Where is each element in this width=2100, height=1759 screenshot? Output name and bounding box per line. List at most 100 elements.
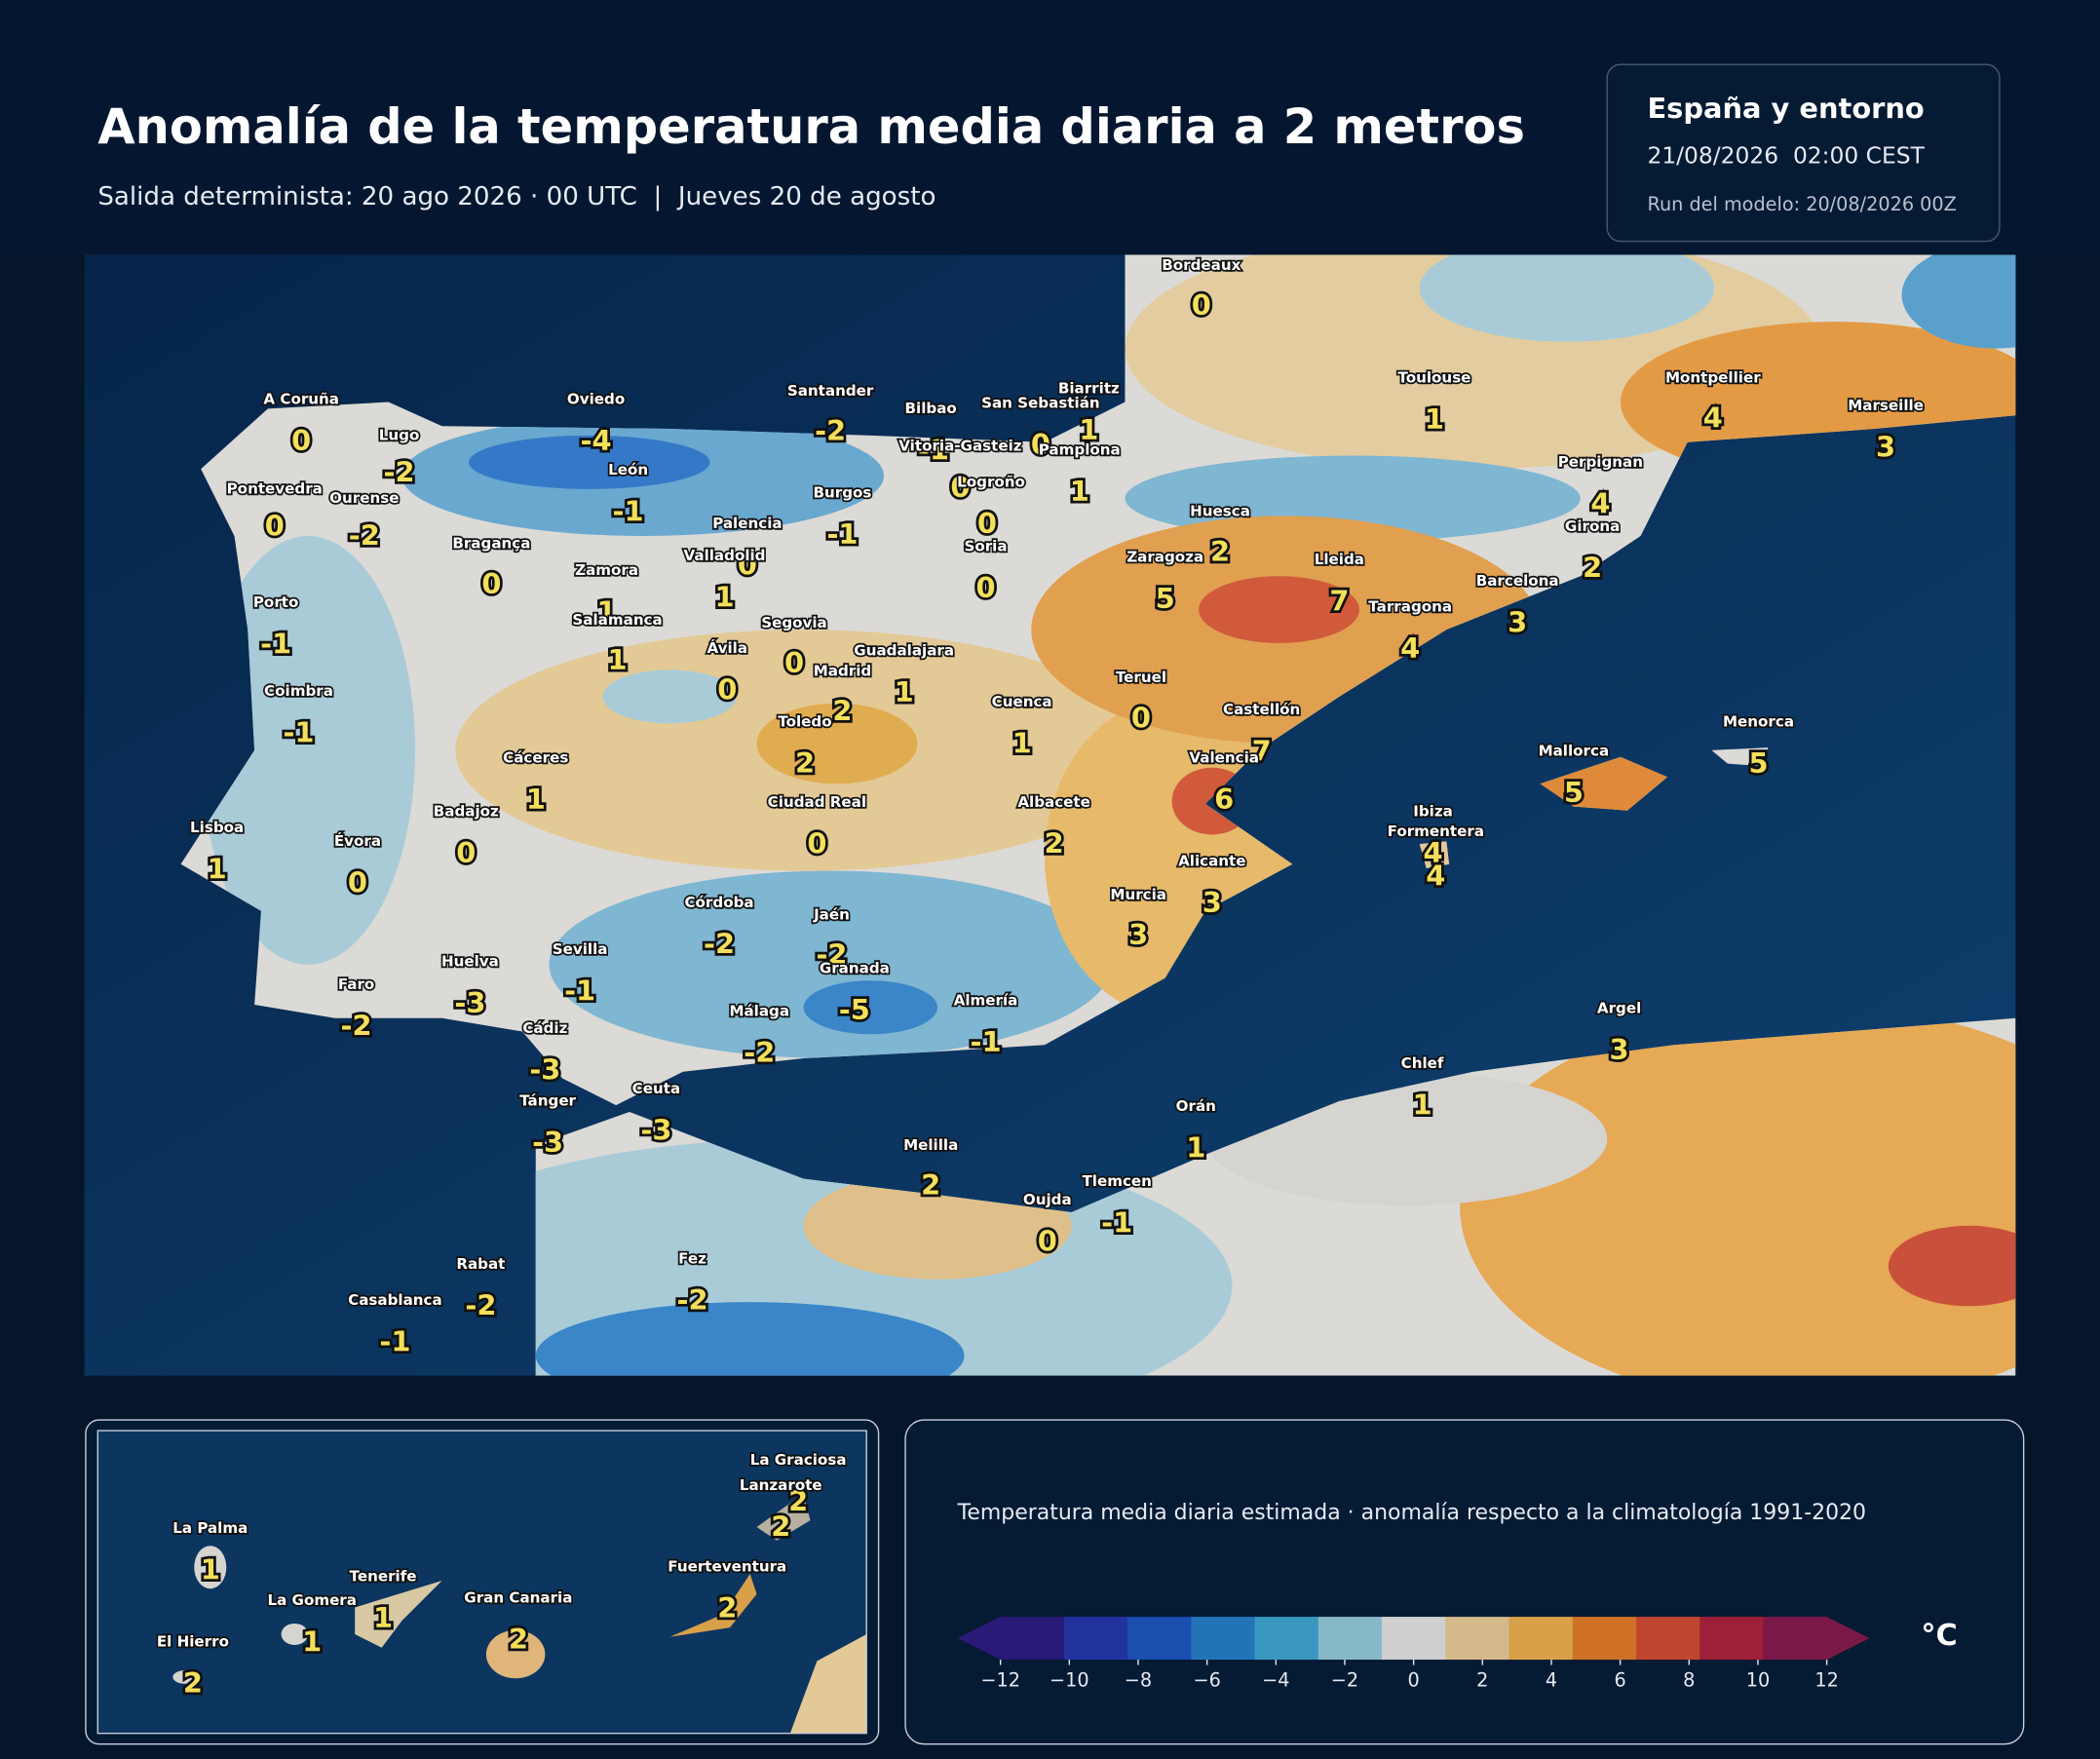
place-name: Almería xyxy=(954,991,1018,1009)
colorbar-tick-label: 10 xyxy=(1746,1669,1770,1692)
anomaly-value: 5 xyxy=(1156,582,1175,615)
anomaly-value: 1 xyxy=(1413,1088,1432,1121)
anomaly-value: 1 xyxy=(1012,726,1032,759)
place-name: Mallorca xyxy=(1539,743,1610,760)
anomaly-value: 2 xyxy=(771,1510,790,1543)
anomaly-value: -4 xyxy=(581,424,612,457)
place-name: Segovia xyxy=(761,614,827,631)
colorbar-extend-low xyxy=(957,1617,1001,1661)
legend-unit: °C xyxy=(1921,1619,1957,1653)
anomaly-value: 1 xyxy=(597,595,617,629)
place-name: Guadalajara xyxy=(854,642,954,660)
anomaly-value: 1 xyxy=(373,1601,393,1634)
anomaly-value: 2 xyxy=(1045,826,1064,860)
anomaly-value: 4 xyxy=(1590,486,1610,519)
place-name: Lisboa xyxy=(190,819,244,836)
place-name: Cádiz xyxy=(522,1019,567,1037)
info-run: Run del modelo: 20/08/2026 00Z xyxy=(1647,193,1956,215)
place-name: Bordeaux xyxy=(1162,256,1241,274)
place-name: La Graciosa xyxy=(750,1451,847,1469)
anomaly-value: -1 xyxy=(1101,1205,1132,1239)
place-name: Vitoria-Gasteiz xyxy=(898,437,1022,454)
anomaly-value: 0 xyxy=(717,672,737,706)
colorbar-tick-label: −6 xyxy=(1193,1669,1220,1692)
anomaly-value: 2 xyxy=(788,1484,808,1517)
colorbar-swatch xyxy=(1382,1617,1446,1661)
place-name: Jaén xyxy=(813,905,850,923)
place-name: Pontevedra xyxy=(227,479,323,497)
place-name: Ávila xyxy=(706,638,747,657)
anomaly-value: -2 xyxy=(744,1036,775,1069)
place-name: Badajoz xyxy=(434,803,499,821)
info-valid: 21/08/2026 02:00 CEST xyxy=(1647,142,1925,170)
anomaly-value: -2 xyxy=(677,1283,708,1317)
anomaly-value: -1 xyxy=(918,433,949,466)
anomaly-value: -1 xyxy=(826,517,858,551)
place-name: Biarritz xyxy=(1058,379,1120,397)
place-name: Madrid xyxy=(814,662,872,679)
place-name: Fez xyxy=(678,1250,706,1268)
place-name: Murcia xyxy=(1110,886,1166,903)
anomaly-value: 0 xyxy=(975,571,995,604)
anomaly-value: 4 xyxy=(1426,859,1445,892)
info-region: España y entorno xyxy=(1647,92,1924,125)
place-name: Fuerteventura xyxy=(668,1558,786,1576)
anomaly-value: 0 xyxy=(1131,701,1151,734)
anomaly-value: 1 xyxy=(714,581,734,614)
place-name: Ciudad Real xyxy=(768,793,866,811)
place-name: Casablanca xyxy=(348,1291,442,1309)
anomaly-value: -2 xyxy=(341,1009,372,1042)
anomaly-value: -2 xyxy=(704,928,735,961)
place-name: Salamanca xyxy=(572,611,662,629)
place-name: León xyxy=(608,461,648,478)
anomaly-value: 4 xyxy=(1424,836,1443,869)
place-name: Marseille xyxy=(1848,397,1924,414)
anomaly-value: 2 xyxy=(795,746,815,780)
anomaly-value: 0 xyxy=(481,567,501,600)
place-name: Valladolid xyxy=(684,547,766,564)
anomaly-value: -3 xyxy=(529,1053,560,1087)
title: Anomalía de la temperatura media diaria … xyxy=(97,98,1525,155)
place-name: Soria xyxy=(964,537,1007,554)
anomaly-value: -2 xyxy=(384,456,415,489)
anomaly-value: 2 xyxy=(1210,535,1230,568)
place-name: Zaragoza xyxy=(1126,548,1203,565)
place-name: Formentera xyxy=(1388,822,1484,840)
anomaly-value: 0 xyxy=(456,836,476,869)
anomaly-value: -3 xyxy=(640,1114,671,1147)
anomaly-value: 7 xyxy=(1329,585,1349,618)
anomaly-value: 7 xyxy=(1252,735,1272,768)
anomaly-value: -1 xyxy=(564,975,595,1008)
anomaly-value: 2 xyxy=(509,1623,528,1656)
subtitle: Salida determinista: 20 ago 2026 · 00 UT… xyxy=(97,182,935,211)
place-name: Coimbra xyxy=(264,682,333,700)
place-name: Toledo xyxy=(778,713,831,731)
anomaly-value: 1 xyxy=(1079,413,1098,446)
anomaly-value: -1 xyxy=(613,495,644,528)
anomaly-value: 3 xyxy=(1610,1033,1629,1066)
colorbar-tick-label: 8 xyxy=(1683,1669,1695,1692)
place-name: Logroño xyxy=(957,474,1025,491)
colorbar-tick-label: −10 xyxy=(1050,1669,1089,1692)
anomaly-value: -1 xyxy=(970,1025,1001,1058)
place-name: Valencia xyxy=(1189,749,1259,767)
anomaly-value: 3 xyxy=(1128,918,1148,951)
anomaly-value: 1 xyxy=(608,643,628,676)
anomaly-value: 0 xyxy=(977,507,997,540)
place-name: La Gomera xyxy=(267,1591,357,1609)
anomaly-value: -3 xyxy=(454,986,485,1019)
place-name: Granada xyxy=(820,959,890,976)
place-name: Tenerife xyxy=(350,1567,417,1585)
anomaly-value: 1 xyxy=(526,783,546,816)
colorbar-tick-label: 0 xyxy=(1408,1669,1420,1692)
colorbar-tick-label: 2 xyxy=(1476,1669,1488,1692)
anomaly-value: 0 xyxy=(1192,288,1211,322)
place-name: Córdoba xyxy=(684,894,753,911)
place-name: Oujda xyxy=(1023,1191,1072,1208)
place-name: Perpignan xyxy=(1558,453,1643,471)
colorbar-tick-label: 6 xyxy=(1615,1669,1626,1692)
colorbar-swatch xyxy=(1127,1617,1193,1661)
place-name: Bragança xyxy=(452,535,530,553)
anomaly-value: 1 xyxy=(201,1552,220,1586)
